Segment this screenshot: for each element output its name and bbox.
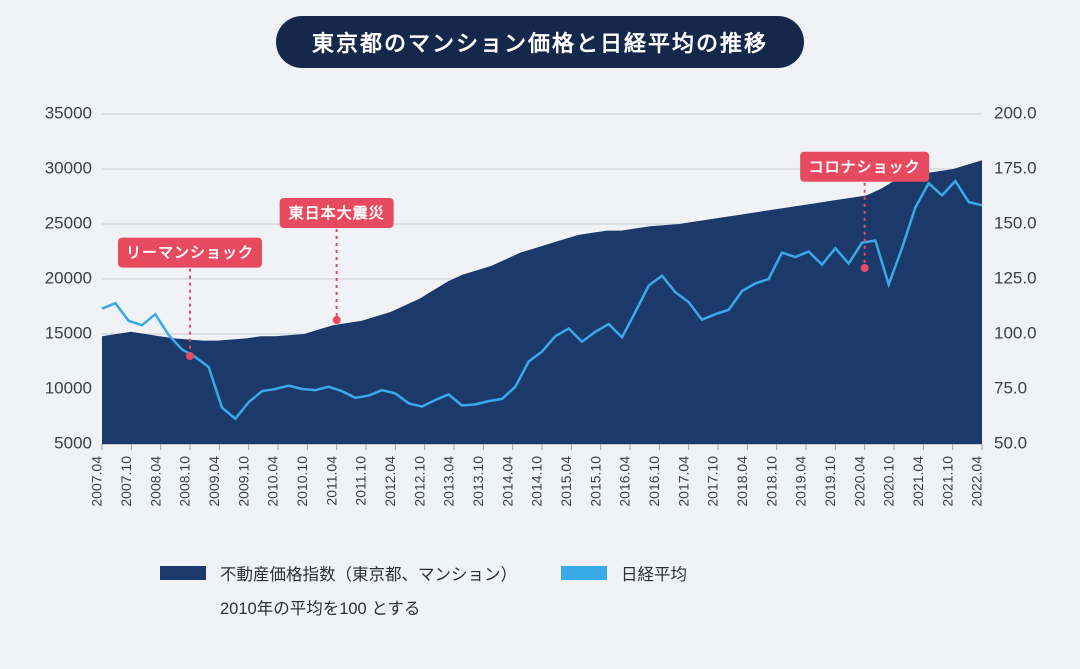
- svg-text:2013.10: 2013.10: [470, 456, 486, 507]
- legend-swatch-area: [160, 566, 206, 580]
- legend-label-line: 日経平均: [621, 561, 687, 585]
- legend-label-area: 不動産価格指数（東京都、マンション）: [220, 561, 517, 585]
- svg-text:2022.04: 2022.04: [969, 456, 985, 507]
- svg-text:15000: 15000: [45, 323, 92, 342]
- svg-text:50.0: 50.0: [994, 433, 1027, 452]
- svg-text:2018.10: 2018.10: [763, 456, 779, 507]
- legend-item-area: 不動産価格指数（東京都、マンション）: [160, 561, 517, 585]
- legend-row: 不動産価格指数（東京都、マンション） 日経平均: [160, 561, 940, 585]
- svg-text:30000: 30000: [45, 158, 92, 177]
- svg-text:25000: 25000: [45, 213, 92, 232]
- svg-text:2009.10: 2009.10: [235, 456, 251, 507]
- svg-text:2008.04: 2008.04: [147, 456, 163, 507]
- svg-text:125.0: 125.0: [994, 268, 1037, 287]
- svg-text:2012.10: 2012.10: [411, 456, 427, 507]
- svg-text:2012.04: 2012.04: [382, 456, 398, 507]
- svg-text:2017.04: 2017.04: [675, 456, 691, 507]
- svg-text:2020.04: 2020.04: [851, 456, 867, 507]
- svg-text:35000: 35000: [45, 103, 92, 122]
- svg-text:100.0: 100.0: [994, 323, 1037, 342]
- svg-text:リーマンショック: リーマンショック: [126, 245, 254, 262]
- svg-text:10000: 10000: [45, 378, 92, 397]
- svg-text:2016.10: 2016.10: [646, 456, 662, 507]
- legend: 不動産価格指数（東京都、マンション） 日経平均 2010年の平均を100 とする: [160, 561, 940, 619]
- chart-card: 東京都のマンション価格と日経平均の推移 5000 10000 15000 20000 2…: [10, 6, 1070, 656]
- svg-text:2011.10: 2011.10: [353, 456, 369, 506]
- svg-text:2020.10: 2020.10: [881, 456, 897, 507]
- svg-text:20000: 20000: [45, 268, 92, 287]
- svg-text:2021.04: 2021.04: [910, 456, 926, 507]
- svg-text:2009.04: 2009.04: [206, 456, 222, 507]
- chart-svg: 5000 10000 15000 20000 25000 30000 35000 50.0 75…: [38, 96, 1042, 526]
- svg-text:2008.10: 2008.10: [177, 456, 193, 507]
- legend-note: 2010年の平均を100 とする: [220, 595, 940, 619]
- svg-text:2011.04: 2011.04: [323, 456, 339, 506]
- svg-text:2014.10: 2014.10: [529, 456, 545, 507]
- svg-text:2014.04: 2014.04: [499, 456, 515, 507]
- svg-text:2015.04: 2015.04: [558, 456, 574, 507]
- plot-area: 5000 10000 15000 20000 25000 30000 35000 50.0 75…: [38, 96, 1042, 526]
- svg-text:175.0: 175.0: [994, 158, 1037, 177]
- svg-text:2007.10: 2007.10: [118, 456, 134, 507]
- svg-text:2017.10: 2017.10: [705, 456, 721, 507]
- svg-text:200.0: 200.0: [994, 103, 1037, 122]
- svg-text:75.0: 75.0: [994, 378, 1027, 397]
- svg-text:150.0: 150.0: [994, 213, 1037, 232]
- svg-text:東日本大震災: 東日本大震災: [289, 204, 385, 222]
- svg-text:2010.10: 2010.10: [294, 456, 310, 507]
- svg-text:5000: 5000: [54, 433, 92, 452]
- svg-text:2007.04: 2007.04: [89, 456, 105, 507]
- svg-text:2010.04: 2010.04: [265, 456, 281, 507]
- svg-text:2013.04: 2013.04: [441, 456, 457, 507]
- legend-swatch-line: [561, 566, 607, 580]
- svg-text:2019.04: 2019.04: [793, 456, 809, 507]
- svg-text:2019.10: 2019.10: [822, 456, 838, 507]
- svg-text:2021.10: 2021.10: [939, 456, 955, 507]
- legend-item-line: 日経平均: [561, 561, 687, 585]
- svg-text:コロナショック: コロナショック: [809, 159, 921, 176]
- svg-text:2018.04: 2018.04: [734, 456, 750, 507]
- chart-title: 東京都のマンション価格と日経平均の推移: [276, 16, 804, 68]
- svg-text:2015.10: 2015.10: [587, 456, 603, 507]
- svg-text:2016.04: 2016.04: [617, 456, 633, 507]
